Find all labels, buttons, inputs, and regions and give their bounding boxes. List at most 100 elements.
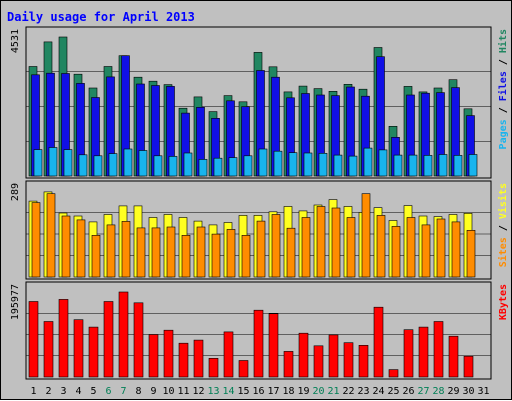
sites-bar xyxy=(136,227,146,278)
x-tick-label: 10 xyxy=(162,386,174,397)
legend-separator: / xyxy=(498,219,509,237)
x-tick-label: 24 xyxy=(372,386,384,397)
legend: Sites / Visits xyxy=(497,183,509,267)
kbytes-bar xyxy=(328,334,339,378)
legend-pages-label: Pages xyxy=(498,119,509,149)
pages-bar xyxy=(138,150,148,177)
x-tick-label: 13 xyxy=(207,386,219,397)
x-tick-label: 3 xyxy=(60,386,66,397)
kbytes-bar xyxy=(43,321,54,378)
kbytes-bar xyxy=(433,321,444,378)
kbytes-bar xyxy=(223,331,234,378)
kbytes-bar xyxy=(358,344,369,378)
x-axis-labels: 1 2 3 4 5 6 7 8 9 10 11 12 13 14 15 16 17 18 19 20 21 22 23 24 2… xyxy=(30,386,489,397)
x-tick-label: 29 xyxy=(447,386,459,397)
kbytes-bar xyxy=(193,339,204,378)
sites-bar xyxy=(91,235,101,278)
pages-bar xyxy=(438,154,448,177)
pages-bar xyxy=(273,150,283,177)
series-pages xyxy=(33,147,478,177)
sites-bar xyxy=(121,221,131,278)
series-kbytes xyxy=(28,291,474,378)
x-tick-label: 6 xyxy=(105,386,111,397)
x-tick-label: 25 xyxy=(387,386,399,397)
pages-bar xyxy=(33,149,43,177)
x-tick-label: 7 xyxy=(120,386,126,397)
sites-bar xyxy=(271,214,281,278)
sites-bar xyxy=(391,226,401,278)
sites-bar xyxy=(451,221,461,278)
pages-bar xyxy=(183,152,193,177)
x-tick-label: 28 xyxy=(432,386,444,397)
sites-bar xyxy=(376,215,386,278)
x-tick-label: 31 xyxy=(477,386,489,397)
pages-bar xyxy=(318,153,328,177)
axis-max-label: 4531 xyxy=(10,29,21,53)
pages-bar xyxy=(363,147,373,177)
kbytes-bar xyxy=(73,319,84,378)
x-tick-label: 9 xyxy=(150,386,156,397)
legend-separator: / xyxy=(498,53,509,71)
sites-bar xyxy=(166,226,176,278)
x-tick-label: 5 xyxy=(90,386,96,397)
pages-bar xyxy=(48,147,58,177)
kbytes-bar xyxy=(133,302,144,378)
sites-bar xyxy=(61,215,71,278)
x-tick-label: 2 xyxy=(45,386,51,397)
x-tick-label: 4 xyxy=(75,386,81,397)
pages-bar xyxy=(393,154,403,177)
pages-bar xyxy=(303,152,313,177)
sites-bar xyxy=(346,217,356,278)
sites-bar xyxy=(436,218,446,278)
legend-files-label: Files xyxy=(497,71,509,101)
sites-bar xyxy=(211,233,221,278)
x-tick-label: 18 xyxy=(282,386,294,397)
sites-bar xyxy=(181,235,191,278)
legend: Pages / Files / Hits xyxy=(497,29,509,149)
kbytes-bar xyxy=(403,329,414,378)
x-tick-label: 15 xyxy=(237,386,249,397)
x-tick-label: 27 xyxy=(417,386,429,397)
kbytes-bar xyxy=(313,345,324,378)
visits-panel: 289 Sites / Visits xyxy=(10,180,509,280)
pages-bar xyxy=(453,155,463,177)
kbytes-bar xyxy=(253,309,264,378)
sites-bar xyxy=(316,206,326,278)
sites-bar xyxy=(421,224,431,278)
legend-sites-label: Sites xyxy=(497,237,509,267)
x-tick-label: 17 xyxy=(267,386,279,397)
pages-bar xyxy=(63,149,73,177)
pages-bar xyxy=(153,155,163,177)
x-tick-label: 16 xyxy=(252,386,264,397)
pages-bar xyxy=(468,154,478,177)
pages-bar xyxy=(423,155,433,177)
sites-bar xyxy=(151,227,161,278)
kbytes-bar xyxy=(88,326,99,378)
x-tick-label: 20 xyxy=(312,386,324,397)
kbytes-bar xyxy=(28,301,39,378)
sites-bar xyxy=(466,230,476,278)
sites-bar xyxy=(256,220,266,278)
kbytes-bar xyxy=(268,313,279,378)
kbytes-bar xyxy=(463,355,474,378)
kbytes-panel: 195977 KBytes xyxy=(10,281,509,380)
kbytes-bar xyxy=(58,299,69,378)
pages-bar xyxy=(228,157,238,177)
kbytes-bar xyxy=(448,335,459,378)
series-sites xyxy=(31,193,476,278)
x-tick-label: 19 xyxy=(297,386,309,397)
pages-bar xyxy=(333,154,343,177)
kbytes-bar xyxy=(283,351,294,378)
pages-bar xyxy=(213,157,223,177)
pages-bar xyxy=(93,155,103,177)
x-tick-label: 21 xyxy=(327,386,339,397)
sites-bar xyxy=(301,217,311,278)
legend-visits-label: Visits xyxy=(497,183,509,219)
sites-bar xyxy=(331,207,341,278)
pages-bar xyxy=(123,148,133,177)
kbytes-bar xyxy=(103,301,114,378)
pages-bar xyxy=(78,154,88,177)
pages-bar xyxy=(348,155,358,177)
x-tick-label: 30 xyxy=(462,386,474,397)
